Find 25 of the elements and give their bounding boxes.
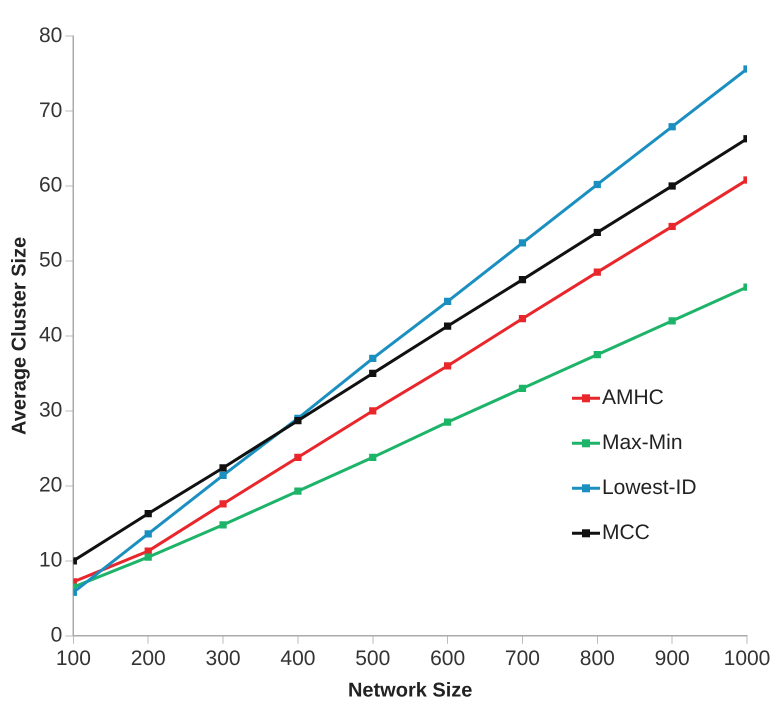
y-tick-label: 80 [39, 24, 62, 47]
x-tick-label: 1000 [724, 647, 770, 670]
x-tick-label: 500 [355, 647, 390, 670]
x-axis-title: Network Size [348, 680, 472, 702]
x-tick-label: 700 [504, 647, 540, 670]
x-tick-label: 200 [130, 647, 166, 670]
legend-label: Lowest-ID [602, 476, 697, 500]
y-tick-label: 30 [39, 398, 62, 422]
y-axis-title: Average Cluster Size [8, 236, 31, 436]
y-tick-label: 40 [39, 324, 62, 347]
y-tick-label: 60 [39, 174, 62, 197]
y-tick-label: 20 [39, 474, 62, 497]
x-tick-label: 600 [430, 647, 466, 670]
legend-label: Max-Min [602, 431, 683, 454]
y-tick-label: 70 [39, 98, 62, 122]
x-tick-label: 800 [580, 647, 615, 670]
y-tick-label: 0 [50, 624, 62, 647]
x-tick-label: 300 [206, 647, 241, 670]
y-tick-label: 10 [39, 548, 62, 572]
legend-label: AMHC [602, 386, 664, 410]
x-tick-label: 400 [280, 647, 316, 670]
x-tick-label: 900 [654, 647, 690, 670]
y-tick-label: 50 [39, 248, 62, 272]
x-tick-label: 100 [56, 647, 91, 670]
legend-label: MCC [602, 521, 650, 544]
